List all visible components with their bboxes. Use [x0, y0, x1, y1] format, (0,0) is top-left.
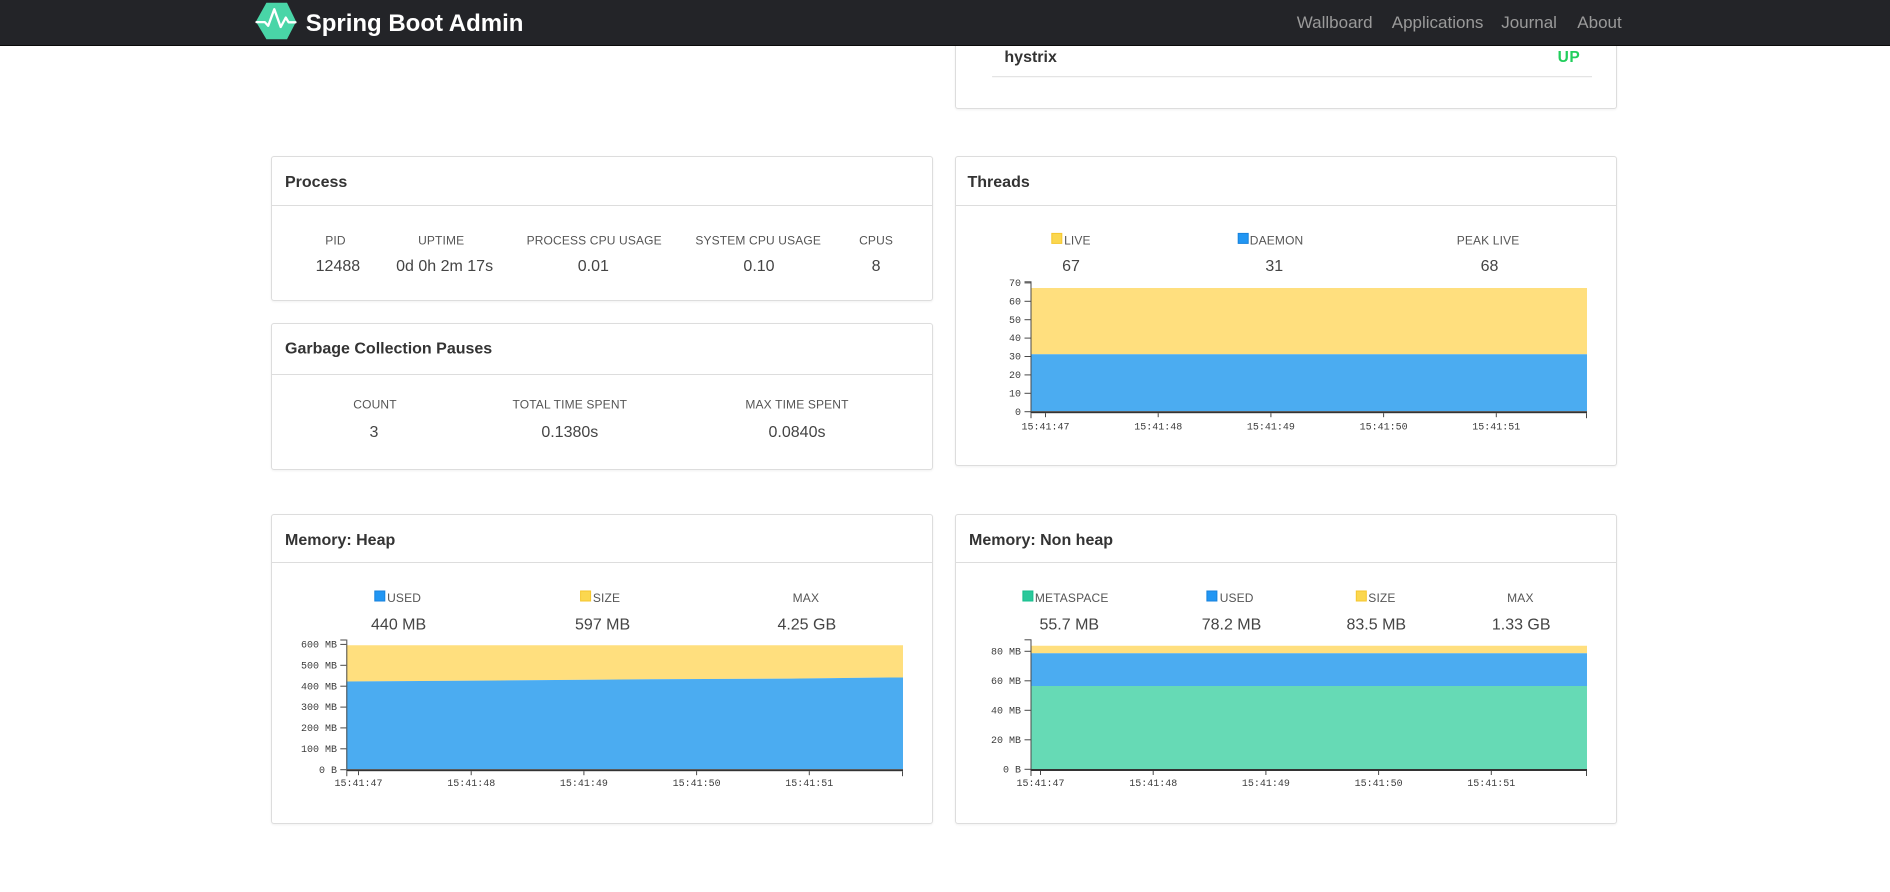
svg-text:USED: USED [1220, 591, 1254, 605]
svg-text:60 MB: 60 MB [991, 677, 1021, 688]
svg-text:20 MB: 20 MB [991, 736, 1021, 747]
svg-text:SIZE: SIZE [1368, 591, 1395, 605]
svg-text:SYSTEM CPU USAGE: SYSTEM CPU USAGE [695, 234, 821, 248]
svg-text:40: 40 [1009, 334, 1021, 345]
svg-text:20: 20 [1009, 371, 1021, 382]
svg-text:600 MB: 600 MB [301, 641, 337, 652]
svg-text:80 MB: 80 MB [991, 647, 1021, 658]
svg-text:15:41:49: 15:41:49 [560, 779, 608, 790]
svg-text:40 MB: 40 MB [991, 706, 1021, 717]
svg-text:400 MB: 400 MB [301, 682, 337, 693]
svg-text:Memory: Heap: Memory: Heap [285, 532, 395, 549]
svg-text:hystrix: hystrix [1004, 49, 1057, 66]
svg-text:15:41:50: 15:41:50 [673, 779, 721, 790]
svg-text:15:41:47: 15:41:47 [1021, 423, 1069, 434]
svg-text:15:41:51: 15:41:51 [1472, 423, 1520, 434]
svg-text:78.2 MB: 78.2 MB [1202, 616, 1262, 633]
svg-text:PROCESS CPU USAGE: PROCESS CPU USAGE [527, 234, 662, 248]
svg-text:UP: UP [1558, 49, 1581, 66]
svg-text:METASPACE: METASPACE [1035, 591, 1109, 605]
svg-text:15:41:47: 15:41:47 [334, 779, 382, 790]
svg-text:440 MB: 440 MB [371, 616, 426, 633]
svg-text:USED: USED [387, 591, 421, 605]
svg-text:Applications: Applications [1392, 13, 1484, 32]
svg-text:SIZE: SIZE [593, 591, 620, 605]
svg-text:4.25 GB: 4.25 GB [777, 616, 836, 633]
svg-text:15:41:51: 15:41:51 [1467, 779, 1515, 790]
svg-text:60: 60 [1009, 297, 1021, 308]
svg-text:LIVE: LIVE [1064, 233, 1091, 247]
svg-text:MAX TIME SPENT: MAX TIME SPENT [745, 398, 849, 412]
svg-text:200 MB: 200 MB [301, 724, 337, 735]
svg-text:Spring Boot Admin: Spring Boot Admin [306, 10, 524, 37]
svg-text:15:41:48: 15:41:48 [1129, 779, 1177, 790]
svg-text:500 MB: 500 MB [301, 661, 337, 672]
svg-text:TOTAL TIME SPENT: TOTAL TIME SPENT [512, 398, 627, 412]
svg-text:MAX: MAX [793, 591, 819, 605]
svg-text:68: 68 [1481, 258, 1499, 275]
svg-text:100 MB: 100 MB [301, 745, 337, 756]
svg-text:COUNT: COUNT [353, 398, 397, 412]
svg-text:0.0840s: 0.0840s [769, 424, 826, 441]
svg-text:31: 31 [1265, 258, 1283, 275]
svg-text:DAEMON: DAEMON [1250, 233, 1304, 247]
svg-text:15:41:47: 15:41:47 [1016, 779, 1064, 790]
svg-text:70: 70 [1009, 279, 1021, 290]
svg-text:8: 8 [872, 258, 881, 275]
svg-text:Garbage Collection Pauses: Garbage Collection Pauses [285, 340, 492, 357]
svg-text:50: 50 [1009, 316, 1021, 327]
svg-text:15:41:50: 15:41:50 [1360, 423, 1408, 434]
svg-text:30: 30 [1009, 353, 1021, 364]
svg-text:0.1380s: 0.1380s [541, 424, 598, 441]
svg-text:83.5 MB: 83.5 MB [1347, 616, 1407, 633]
svg-text:0d 0h 2m 17s: 0d 0h 2m 17s [396, 258, 493, 275]
svg-text:Memory: Non heap: Memory: Non heap [969, 532, 1113, 549]
svg-text:0 B: 0 B [319, 766, 337, 777]
svg-text:15:41:49: 15:41:49 [1247, 423, 1295, 434]
svg-text:15:41:49: 15:41:49 [1242, 779, 1290, 790]
svg-text:1.33 GB: 1.33 GB [1492, 616, 1551, 633]
svg-text:55.7 MB: 55.7 MB [1040, 616, 1100, 633]
svg-text:Process: Process [285, 174, 347, 191]
svg-text:3: 3 [370, 424, 379, 441]
svg-text:67: 67 [1062, 258, 1080, 275]
svg-text:0 B: 0 B [1003, 765, 1021, 776]
svg-text:0.10: 0.10 [743, 258, 774, 275]
svg-text:10: 10 [1009, 389, 1021, 400]
svg-text:Wallboard: Wallboard [1297, 13, 1373, 32]
svg-text:Threads: Threads [968, 174, 1030, 191]
svg-text:12488: 12488 [316, 258, 361, 275]
svg-text:About: About [1577, 13, 1622, 32]
svg-text:0.01: 0.01 [578, 258, 609, 275]
svg-text:0: 0 [1015, 408, 1021, 419]
svg-text:15:41:50: 15:41:50 [1355, 779, 1403, 790]
svg-text:CPUS: CPUS [859, 234, 893, 248]
svg-text:MAX: MAX [1507, 591, 1533, 605]
svg-text:15:41:48: 15:41:48 [447, 779, 495, 790]
svg-text:597 MB: 597 MB [575, 616, 630, 633]
svg-text:300 MB: 300 MB [301, 703, 337, 714]
svg-text:15:41:51: 15:41:51 [785, 779, 833, 790]
svg-text:Journal: Journal [1501, 13, 1557, 32]
svg-text:PEAK LIVE: PEAK LIVE [1457, 233, 1520, 247]
svg-text:15:41:48: 15:41:48 [1134, 423, 1182, 434]
svg-text:PID: PID [325, 234, 346, 248]
svg-text:UPTIME: UPTIME [418, 234, 464, 248]
